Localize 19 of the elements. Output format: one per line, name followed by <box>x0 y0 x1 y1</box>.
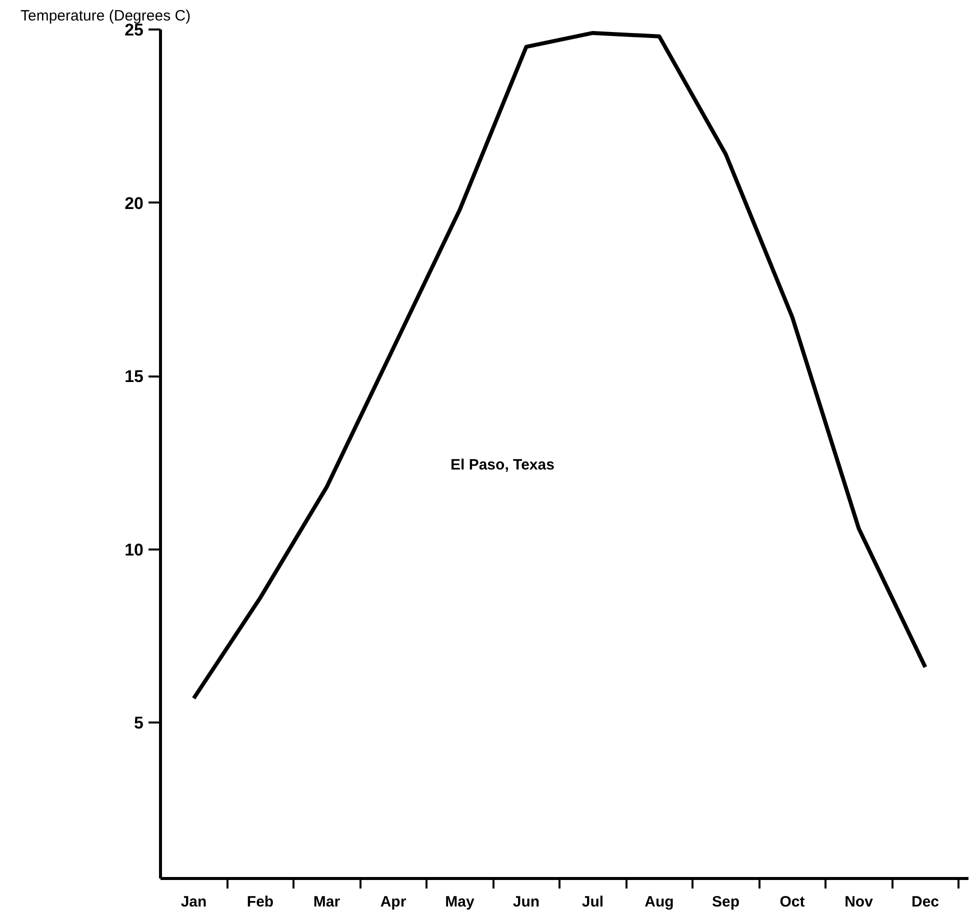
x-tick-label: May <box>445 894 476 910</box>
x-tick-label: Jun <box>512 894 540 910</box>
x-tick-label: Oct <box>780 894 805 910</box>
y-tick-label: 20 <box>124 194 144 213</box>
x-tick-label: Apr <box>380 894 406 910</box>
y-tick-label: 15 <box>124 367 144 386</box>
x-tick-label: Feb <box>246 894 274 910</box>
x-tick-label: Jan <box>180 894 207 910</box>
x-tick-label: Mar <box>313 894 340 910</box>
x-tick-label: Aug <box>644 894 674 910</box>
x-tick-label: Dec <box>912 894 940 910</box>
x-tick-label: Nov <box>844 894 874 910</box>
line-series <box>192 30 928 700</box>
y-tick-label: 10 <box>124 540 144 560</box>
y-tick-label: 5 <box>134 714 144 733</box>
x-tick-label: Jul <box>582 894 604 910</box>
y-axis-title: Temperature (Degrees C) <box>20 8 191 24</box>
x-tick-label: Sep <box>712 894 740 910</box>
annotation: El Paso, Texas <box>450 456 554 474</box>
